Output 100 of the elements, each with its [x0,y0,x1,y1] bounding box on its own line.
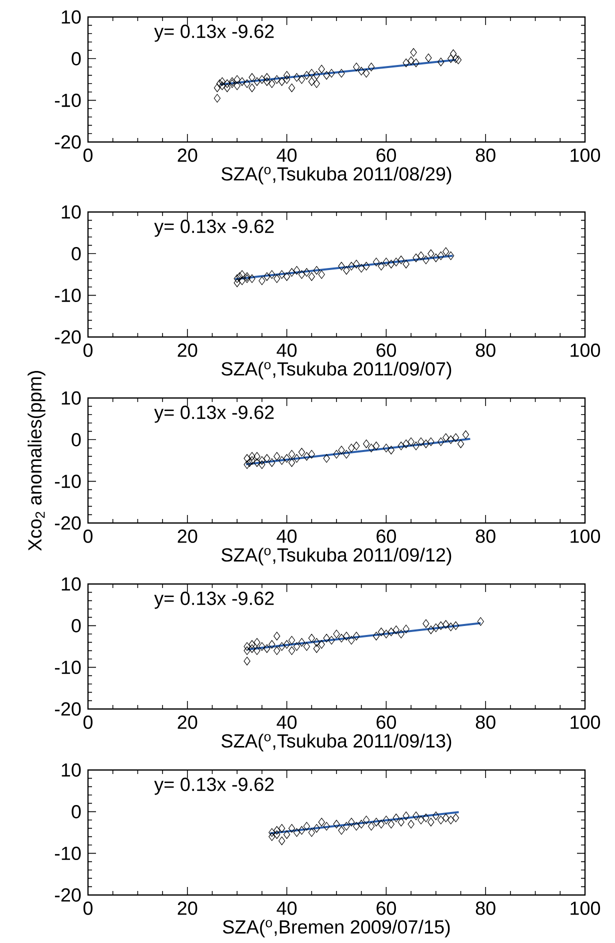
point [442,814,450,822]
point [402,440,410,448]
point [358,264,365,273]
point [402,624,410,634]
point [338,634,345,642]
point [244,79,250,88]
y-tick-label: 0 [72,246,81,260]
point [402,58,410,68]
point [274,452,280,461]
x-tick-label: 40 [276,148,297,162]
point [308,634,315,642]
point [278,77,286,86]
x-axis-title: SZA($^{o}$,Tsukuba 2011/08/29) [222,166,452,184]
point [428,249,434,258]
point [288,450,296,459]
point [268,79,276,88]
point [412,442,420,450]
point [298,826,306,835]
point [422,440,430,448]
point [438,251,444,260]
point [298,75,306,84]
point [338,262,345,270]
point [254,77,260,86]
y-tick-label: 0 [72,618,81,632]
point [333,820,340,828]
point [278,836,286,846]
point [264,272,270,281]
point [338,446,345,454]
x-tick-label: 0 [83,902,93,915]
point [244,642,250,651]
point [318,640,325,649]
point [288,268,296,277]
point [323,454,330,463]
x-tick-label: 20 [178,902,198,915]
point [438,437,444,446]
point [244,454,250,463]
point [268,828,276,837]
point [268,832,276,841]
point [274,646,280,655]
point [372,632,380,640]
point [308,450,315,459]
point [298,638,306,647]
annotation: y= 0.13x -9.62 [154,24,274,42]
point [268,640,276,649]
y-tick-label: -10 [54,288,81,302]
point [388,446,394,454]
point [418,251,424,260]
point [313,644,320,653]
point [293,642,300,651]
point [353,822,360,831]
point [418,816,424,824]
y-axis-title: Xco$_{2}$ anomalies(ppm) [28,370,46,551]
y-tick-label: 10 [62,577,81,591]
point [402,260,410,268]
point [254,646,260,655]
x-tick-label: 100 [570,902,600,915]
point [448,54,454,63]
x-tick-label: 60 [376,530,396,543]
point [214,84,221,92]
point [244,272,250,281]
y-tick-label: 0 [72,52,81,66]
point [388,628,394,636]
point [268,270,276,279]
point [422,619,430,628]
point [248,274,256,283]
point [313,638,320,647]
point [408,437,414,446]
point [248,640,256,649]
x-tick-label: 60 [376,148,396,162]
point [452,621,460,630]
x-tick-label: 80 [476,148,496,162]
point [457,440,464,448]
x-axis-title: SZA($^{o}$,Bremen 2009/07/15) [222,920,450,938]
x-tick-label: 0 [83,344,93,357]
x-tick-label: 60 [376,344,396,357]
point [244,656,250,666]
point [382,444,390,452]
point [278,456,286,465]
point [284,830,290,839]
point [428,437,434,446]
point [313,71,320,80]
point [418,437,424,446]
point [274,632,280,640]
point [442,433,450,442]
point [248,84,256,92]
point [410,48,417,57]
annotation: y= 0.13x -9.62 [154,220,274,237]
point [274,75,280,84]
point [303,452,310,461]
point [358,66,365,76]
x-tick-label: 40 [276,344,297,357]
point [452,433,460,442]
point [348,636,355,645]
point [288,636,296,645]
point [363,262,370,270]
point [214,94,221,103]
point [368,444,375,452]
point [408,820,414,828]
point [224,79,230,88]
point [398,630,404,638]
